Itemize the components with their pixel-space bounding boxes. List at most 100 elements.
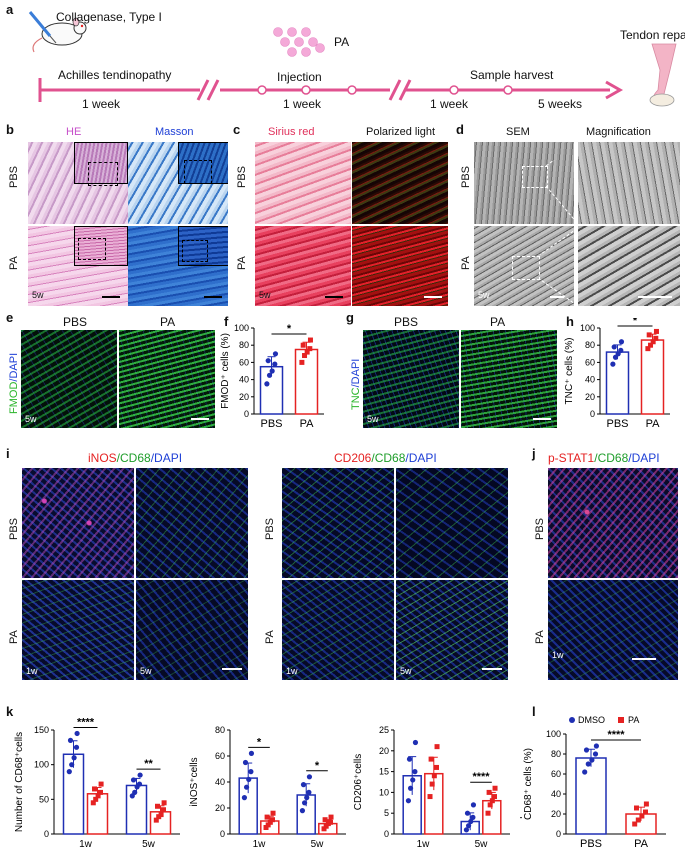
- x-tick-label: 1w: [79, 839, 93, 850]
- data-point: [306, 789, 312, 795]
- y-tick-label: 10: [379, 787, 389, 797]
- y-axis-label: Number of CD68⁺cells: [14, 732, 25, 832]
- y-tick-label: 150: [34, 725, 49, 735]
- sig-label: ****: [472, 771, 490, 783]
- y-tick-label: 60: [585, 357, 595, 367]
- data-point: [304, 349, 310, 355]
- data-point: [463, 827, 470, 833]
- data-point: [489, 798, 495, 804]
- bar: [640, 339, 665, 415]
- data-point: [248, 750, 255, 756]
- data-point: [611, 344, 617, 350]
- j-time-label: 1w: [552, 650, 564, 660]
- y-tick-label: 80: [551, 749, 561, 759]
- legend-label: PA: [628, 715, 639, 725]
- g-col-pa: PA: [490, 315, 506, 329]
- data-point: [267, 819, 273, 825]
- i-t2-left: 5w: [140, 666, 152, 676]
- sirius-pa-image: 5w: [255, 226, 351, 306]
- g-col-pbs: PBS: [394, 315, 419, 329]
- panel-label-f: f: [224, 314, 229, 329]
- data-point: [618, 347, 624, 353]
- y-tick-label: 100: [580, 323, 595, 333]
- data-point: [648, 342, 654, 348]
- sig-label: ****: [77, 716, 95, 728]
- reagent-label: Collagenase, Type I: [56, 10, 162, 24]
- chart-k3: 0 5 10 15 20 25 Number of CD68⁺ CD206⁺cells 1w 5w…: [350, 725, 510, 850]
- data-point: [306, 774, 313, 780]
- y-axis-label: CD68⁺ cells (%): [523, 748, 534, 820]
- data-point: [92, 786, 97, 792]
- data-point: [323, 823, 329, 829]
- c-time-label: 5w: [259, 290, 271, 300]
- data-point: [407, 785, 414, 791]
- y-tick-label: 60: [215, 751, 225, 761]
- data-point: [90, 800, 96, 806]
- data-point: [67, 737, 74, 743]
- c-row-pa: PA: [236, 256, 248, 270]
- y-axis-label: TNC⁺ cells (%): [564, 338, 575, 405]
- y-tick-label: 100: [546, 729, 561, 739]
- y-tick-label: 80: [585, 340, 595, 350]
- data-point: [410, 777, 416, 783]
- cd206-pa-1w-image: 1w: [282, 580, 394, 680]
- data-point: [653, 328, 659, 334]
- y-tick-label: 0: [590, 409, 595, 419]
- sem-pa-image: 5w: [474, 226, 574, 306]
- y-tick-label: 0: [556, 829, 561, 839]
- data-point: [270, 817, 275, 823]
- j-row-pbs: PBS: [534, 517, 546, 540]
- data-point: [427, 794, 433, 800]
- c-row-pbs: PBS: [236, 165, 248, 188]
- cd206-pbs-1w-image: [282, 468, 394, 578]
- y-axis-label: iNOS⁺cells: [189, 757, 200, 806]
- sem-pbs-image: [474, 142, 574, 224]
- syringe-icon: [28, 11, 57, 44]
- masson-pbs-image: [128, 142, 228, 224]
- data-point: [634, 805, 639, 811]
- sem-title: SEM: [506, 126, 530, 138]
- d-row-pbs: PBS: [460, 165, 472, 188]
- b-row-pa: PA: [8, 256, 20, 270]
- data-point: [465, 823, 472, 829]
- data-point: [643, 809, 648, 815]
- panel-label-e: e: [6, 310, 14, 325]
- data-point: [304, 795, 310, 801]
- panel-label-g: g: [346, 310, 354, 325]
- bar: [605, 351, 630, 415]
- sig-label: *: [633, 318, 638, 327]
- chart-l: 0 20 40 60 80 100 p-STAT1⁺ cells/CD68⁺ cells (…: [520, 715, 666, 850]
- i-row-pbs-left: PBS: [8, 517, 20, 540]
- i-row-pbs-right: PBS: [264, 517, 276, 540]
- cd206-pbs-5w-image: [396, 468, 508, 578]
- sig-label: *: [315, 760, 320, 772]
- panel-label-a: a: [6, 2, 14, 17]
- data-point: [328, 814, 334, 820]
- data-point: [299, 808, 306, 814]
- data-point: [485, 810, 491, 816]
- y-tick-label: 0: [244, 409, 249, 419]
- bar: [575, 757, 607, 835]
- timeline-graphic: [28, 11, 677, 107]
- y-tick-label: 15: [379, 767, 389, 777]
- i-row-pa-right: PA: [264, 630, 276, 644]
- polarized-pbs-image: [352, 142, 448, 224]
- stage1-label: Achilles tendinopathy: [58, 68, 172, 82]
- y-tick-label: 40: [551, 789, 561, 799]
- data-point: [635, 817, 641, 823]
- i-right-title: CD206/CD68/DAPI: [334, 451, 437, 465]
- data-point: [639, 813, 645, 819]
- data-point: [618, 339, 625, 345]
- inos-pa-5w-image: 5w: [136, 580, 248, 680]
- data-point: [412, 769, 418, 775]
- data-point: [610, 361, 616, 367]
- data-point: [322, 817, 328, 823]
- data-point: [241, 795, 248, 801]
- data-point: [302, 353, 308, 359]
- data-point: [161, 800, 167, 806]
- magnification-pa-image: [578, 226, 680, 306]
- zoom-guides: [540, 160, 579, 307]
- timeline-nodes: [257, 85, 513, 95]
- data-point: [69, 762, 75, 768]
